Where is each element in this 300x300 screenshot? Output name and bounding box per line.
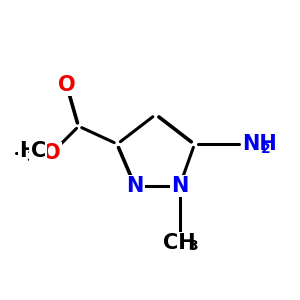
Text: 3: 3 — [26, 150, 36, 164]
Text: H: H — [19, 142, 37, 161]
Text: N: N — [171, 176, 188, 196]
Text: O: O — [43, 143, 61, 163]
Text: NH: NH — [242, 134, 277, 154]
Text: C: C — [31, 142, 46, 161]
Text: 3: 3 — [188, 238, 198, 253]
Text: N: N — [127, 176, 144, 196]
Text: 2: 2 — [261, 142, 270, 156]
Text: O: O — [58, 75, 76, 94]
Text: CH: CH — [164, 233, 196, 253]
